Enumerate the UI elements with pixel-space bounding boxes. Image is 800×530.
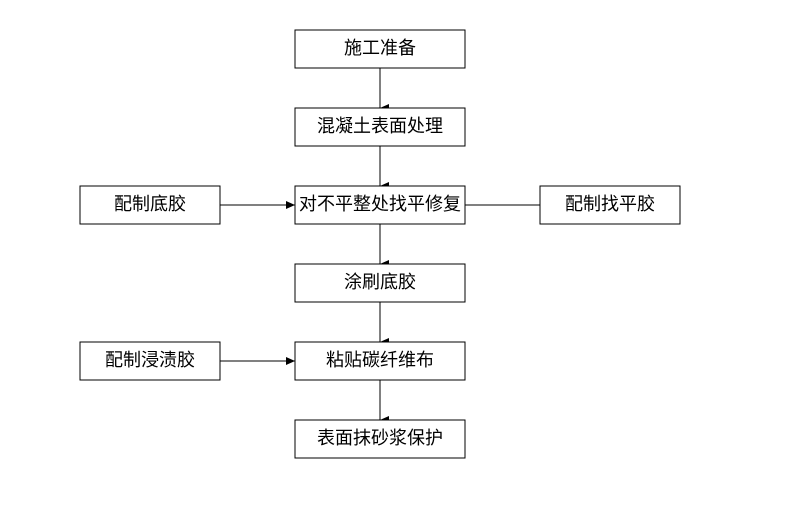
flowchart-node-n2: 混凝土表面处理 bbox=[295, 108, 465, 146]
flowchart-canvas: 施工准备混凝土表面处理对不平整处找平修复涂刷底胶粘贴碳纤维布表面抹砂浆保护 配制底… bbox=[0, 0, 800, 530]
node-label: 涂刷底胶 bbox=[344, 272, 416, 292]
node-label: 混凝土表面处理 bbox=[317, 116, 443, 136]
flowchart-node-s2: 配制找平胶 bbox=[540, 186, 680, 224]
flowchart-node-n4: 涂刷底胶 bbox=[295, 264, 465, 302]
flowchart-node-n5: 粘贴碳纤维布 bbox=[295, 342, 465, 380]
flowchart-node-n6: 表面抹砂浆保护 bbox=[295, 420, 465, 458]
flowchart-node-s3: 配制浸渍胶 bbox=[80, 342, 220, 380]
flowchart-node-s1: 配制底胶 bbox=[80, 186, 220, 224]
node-label: 配制底胶 bbox=[114, 194, 186, 214]
node-label: 配制找平胶 bbox=[565, 194, 655, 214]
node-label: 对不平整处找平修复 bbox=[299, 194, 461, 214]
flowchart-node-n3: 对不平整处找平修复 bbox=[295, 186, 465, 224]
node-label: 表面抹砂浆保护 bbox=[317, 428, 443, 448]
flowchart-node-n1: 施工准备 bbox=[295, 30, 465, 68]
node-label: 施工准备 bbox=[344, 38, 416, 58]
node-label: 粘贴碳纤维布 bbox=[326, 350, 434, 370]
node-label: 配制浸渍胶 bbox=[105, 350, 195, 370]
